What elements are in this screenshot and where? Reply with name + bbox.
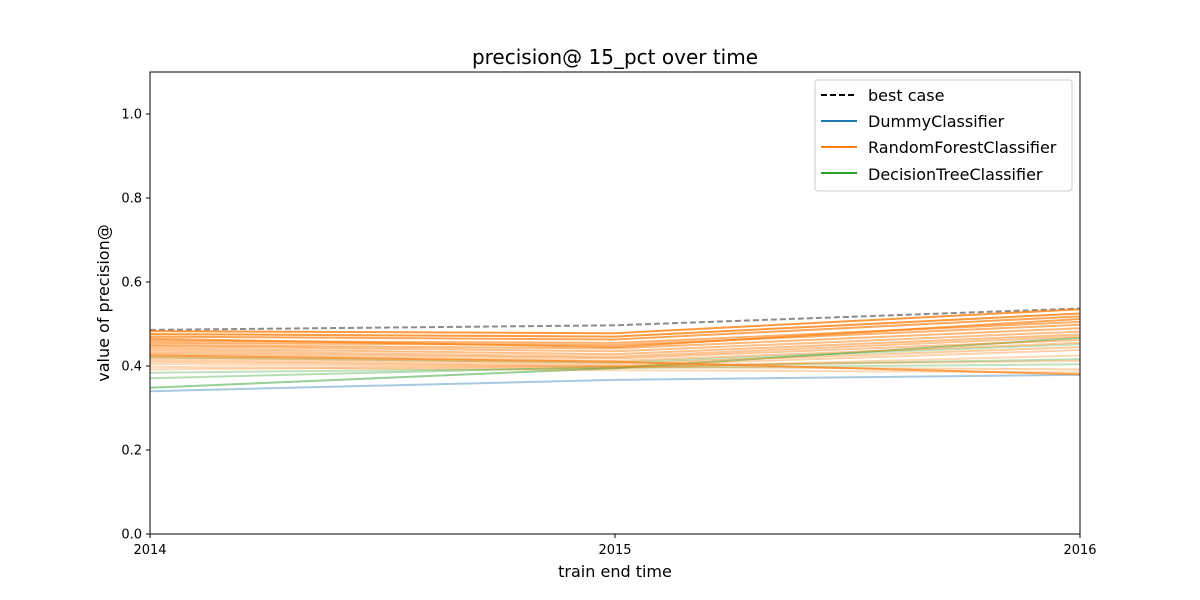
series-line-randomforestclassifier (149, 315, 1081, 341)
x-tick-label: 2014 (133, 543, 166, 558)
chart-title: precision@ 15_pct over time (472, 45, 758, 69)
x-tick-label: 2015 (598, 543, 631, 558)
series-line-randomforestclassifier (149, 349, 1081, 367)
y-tick-label: 0.6 (121, 276, 142, 291)
y-tick-label: 0.4 (121, 360, 142, 375)
series-line-decisiontreeclassifier (149, 363, 1081, 374)
series-line-randomforestclassifier (149, 333, 1081, 356)
series-line-randomforestclassifier (149, 360, 1081, 371)
series-line-randomforestclassifier (149, 354, 1081, 370)
y-axis: 0.0 0.2 0.4 0.6 0.8 1.0 (121, 108, 150, 543)
series-line-randomforestclassifier (149, 346, 1081, 365)
y-tick-label: 0.2 (121, 444, 142, 459)
series-line-randomforestclassifier (149, 335, 1081, 358)
y-tick-label: 0.8 (121, 192, 142, 207)
y-tick-label: 1.0 (121, 108, 142, 123)
x-axis-title: train end time (558, 562, 672, 581)
series-line-randomforestclassifier (149, 323, 1081, 346)
series-line-randomforestclassifier (149, 327, 1081, 350)
legend-box (814, 79, 1073, 192)
series-line-randomforestclassifier (149, 308, 1081, 335)
legend-label-dummy: DummyClassifier (868, 112, 1005, 131)
series-line-dummyclassifier (149, 373, 1081, 393)
legend: best case DummyClassifier RandomForestCl… (814, 79, 1073, 192)
y-tick-label: 0.0 (121, 528, 142, 543)
series-line-decisiontreeclassifier (149, 336, 1081, 389)
series-line-best-case (149, 307, 1081, 331)
x-tick-label: 2016 (1063, 543, 1096, 558)
y-axis-title: value of precision@ (94, 224, 113, 381)
x-axis: 2014 2015 2016 (133, 534, 1097, 558)
legend-label-best-case: best case (868, 86, 944, 105)
series-line-randomforestclassifier (149, 365, 1081, 374)
legend-label-decision-tree: DecisionTreeClassifier (868, 165, 1043, 184)
series-line-randomforestclassifier (149, 330, 1081, 353)
series-line-randomforestclassifier (149, 320, 1081, 344)
plot-lines (149, 307, 1081, 393)
legend-label-random-forest: RandomForestClassifier (868, 138, 1057, 157)
series-line-randomforestclassifier (149, 339, 1081, 360)
series-line-randomforestclassifier (149, 360, 1081, 371)
series-line-randomforestclassifier (149, 312, 1081, 338)
series-line-randomforestclassifier (149, 354, 1081, 376)
series-line-decisiontreeclassifier (149, 358, 1081, 380)
